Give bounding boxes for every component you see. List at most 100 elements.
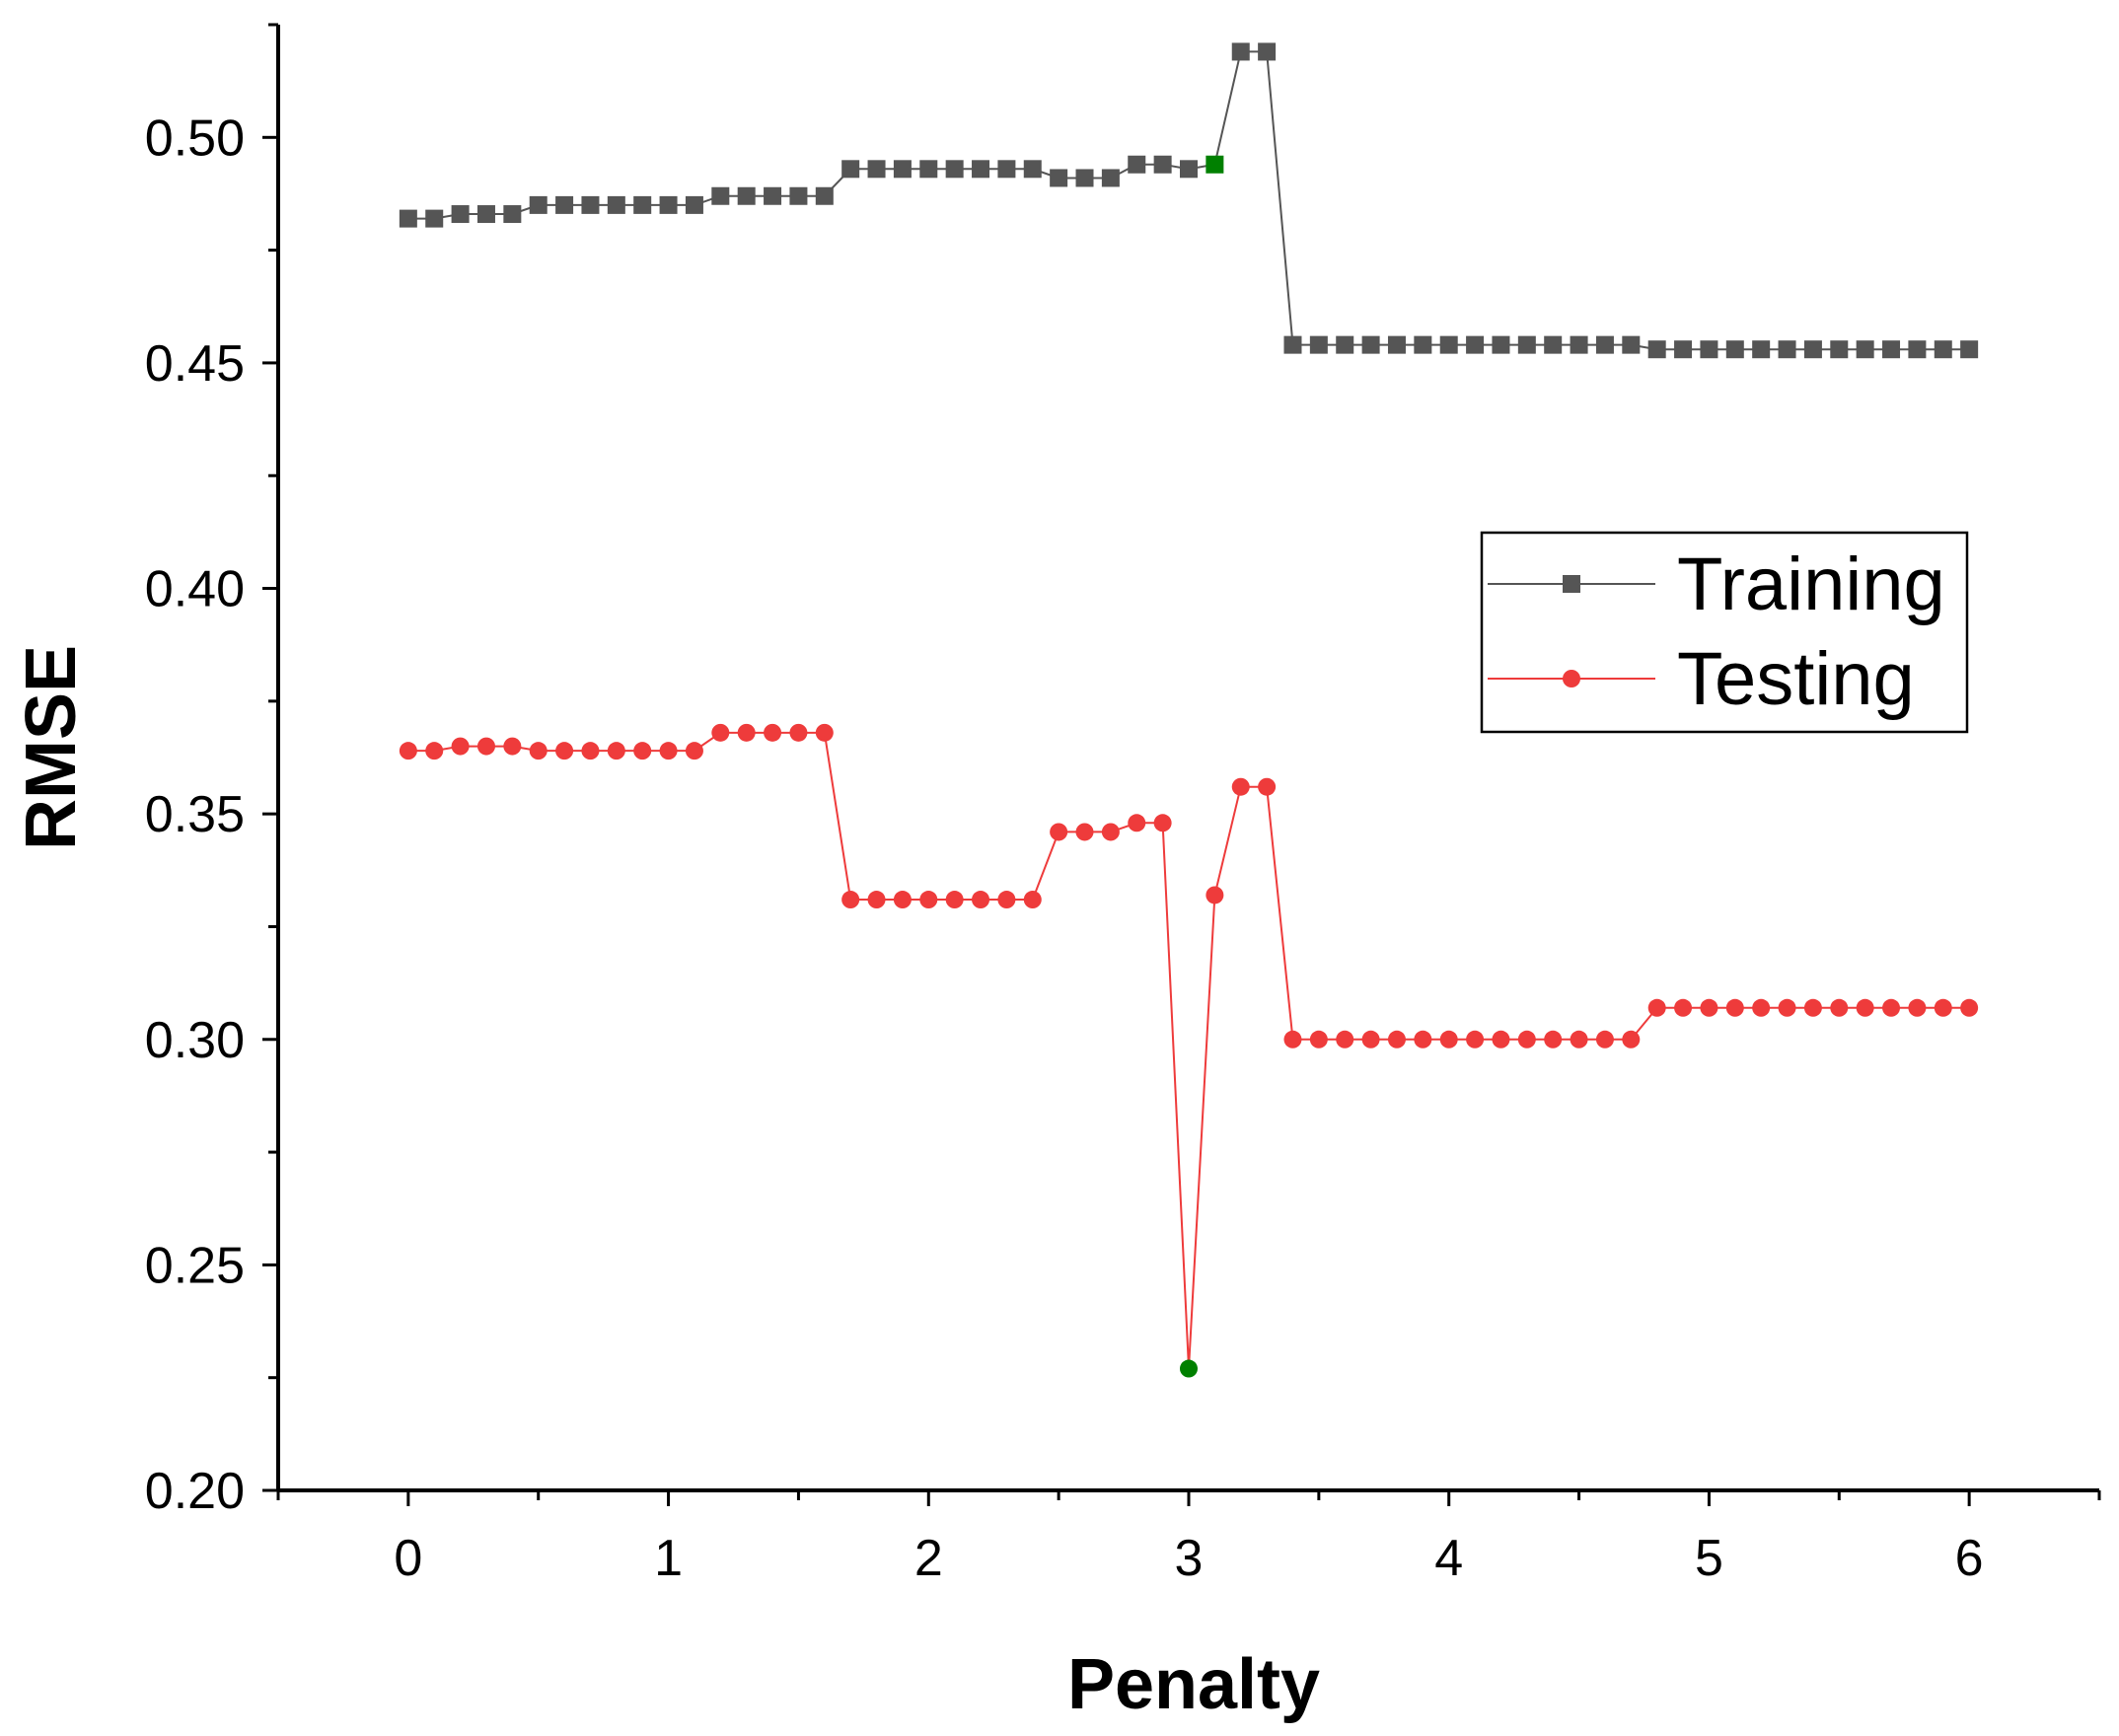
x-tick-label: 1 [654, 1530, 683, 1587]
y-tick-label: 0.20 [145, 1463, 245, 1520]
legend-testing-marker [1563, 670, 1580, 687]
training-point [1803, 340, 1822, 359]
testing-point [1075, 823, 1094, 841]
testing-point [1908, 998, 1927, 1017]
training-point [841, 160, 860, 179]
testing-point [1414, 1030, 1432, 1049]
testing-point [919, 891, 938, 909]
testing-point [1101, 823, 1120, 841]
training-point [425, 209, 444, 228]
testing-point [893, 891, 912, 909]
legend-testing-label: Testing [1677, 637, 1915, 721]
testing-point [476, 737, 495, 756]
testing-point [789, 723, 808, 742]
testing-point [685, 742, 703, 760]
training-point [1830, 340, 1849, 359]
training-point [867, 160, 886, 179]
testing-point [711, 723, 730, 742]
testing-highlight-point [1180, 1359, 1198, 1378]
training-point [1466, 335, 1485, 354]
training-point [1414, 335, 1432, 354]
testing-point [1595, 1030, 1614, 1049]
testing-point [1283, 1030, 1302, 1049]
testing-point [841, 891, 860, 909]
testing-point [1725, 998, 1744, 1017]
testing-point [1336, 1030, 1354, 1049]
training-point [1674, 340, 1693, 359]
training-point [919, 160, 938, 179]
training-point [529, 195, 548, 214]
legend-training-label: Training [1677, 542, 1945, 626]
training-point [1882, 340, 1901, 359]
training-point [1856, 340, 1874, 359]
testing-point [1050, 823, 1068, 841]
testing-point [1153, 814, 1172, 832]
testing-point [1128, 814, 1146, 832]
testing-point [1309, 1030, 1328, 1049]
training-point [1361, 335, 1380, 354]
x-tick-label: 5 [1695, 1530, 1723, 1587]
testing-point [1544, 1030, 1563, 1049]
training-point [659, 195, 678, 214]
legend-box [1480, 531, 1969, 734]
training-point [633, 195, 652, 214]
testing-point [425, 742, 444, 760]
testing-point [867, 891, 886, 909]
y-axis-title: RMSE [12, 645, 91, 850]
training-point [503, 205, 522, 224]
training-point [789, 186, 808, 205]
y-tick-label: 0.25 [145, 1237, 245, 1294]
testing-point [1700, 998, 1718, 1017]
training-point [1153, 155, 1172, 174]
testing-point [1856, 998, 1874, 1017]
y-tick-label: 0.30 [145, 1012, 245, 1069]
testing-point [1647, 998, 1666, 1017]
y-tick-label: 0.50 [145, 109, 245, 167]
testing-point [1492, 1030, 1510, 1049]
training-point [972, 160, 990, 179]
legend: Training Testing [1480, 531, 1969, 734]
training-point [764, 186, 782, 205]
training-point [1258, 42, 1277, 61]
training-point [476, 205, 495, 224]
training-point [1570, 335, 1588, 354]
testing-point [1387, 1030, 1406, 1049]
training-point [1101, 169, 1120, 187]
testing-point [1960, 998, 1979, 1017]
training-point [1439, 335, 1458, 354]
training-point [997, 160, 1016, 179]
x-tick-label: 2 [914, 1530, 943, 1587]
training-point [1544, 335, 1563, 354]
training-point [1778, 340, 1796, 359]
training-point [1622, 335, 1641, 354]
training-point [1075, 169, 1094, 187]
training-point [1023, 160, 1042, 179]
testing-point [1882, 998, 1901, 1017]
x-tick-label: 0 [394, 1530, 422, 1587]
testing-point [1674, 998, 1693, 1017]
testing-point [1361, 1030, 1380, 1049]
training-point [685, 195, 703, 214]
testing-point [1934, 998, 1952, 1017]
training-point [1492, 335, 1510, 354]
training-point [1180, 160, 1198, 179]
training-point [1700, 340, 1718, 359]
testing-point [1466, 1030, 1485, 1049]
testing-point [815, 723, 834, 742]
testing-point [1752, 998, 1771, 1017]
training-point [607, 195, 625, 214]
testing-point [529, 742, 548, 760]
x-tick-label: 6 [1955, 1530, 1984, 1587]
training-point [1050, 169, 1068, 187]
training-point [737, 186, 756, 205]
training-point [1283, 335, 1302, 354]
training-point [1647, 340, 1666, 359]
training-point [815, 186, 834, 205]
testing-point [555, 742, 574, 760]
testing-point [1517, 1030, 1536, 1049]
training-point [581, 195, 600, 214]
training-point [711, 186, 730, 205]
testing-point [451, 737, 470, 756]
testing-point [1803, 998, 1822, 1017]
